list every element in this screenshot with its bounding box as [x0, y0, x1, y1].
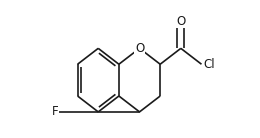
- Text: Cl: Cl: [203, 58, 215, 71]
- Text: O: O: [176, 15, 185, 28]
- Text: O: O: [135, 42, 144, 55]
- Text: F: F: [52, 105, 59, 118]
